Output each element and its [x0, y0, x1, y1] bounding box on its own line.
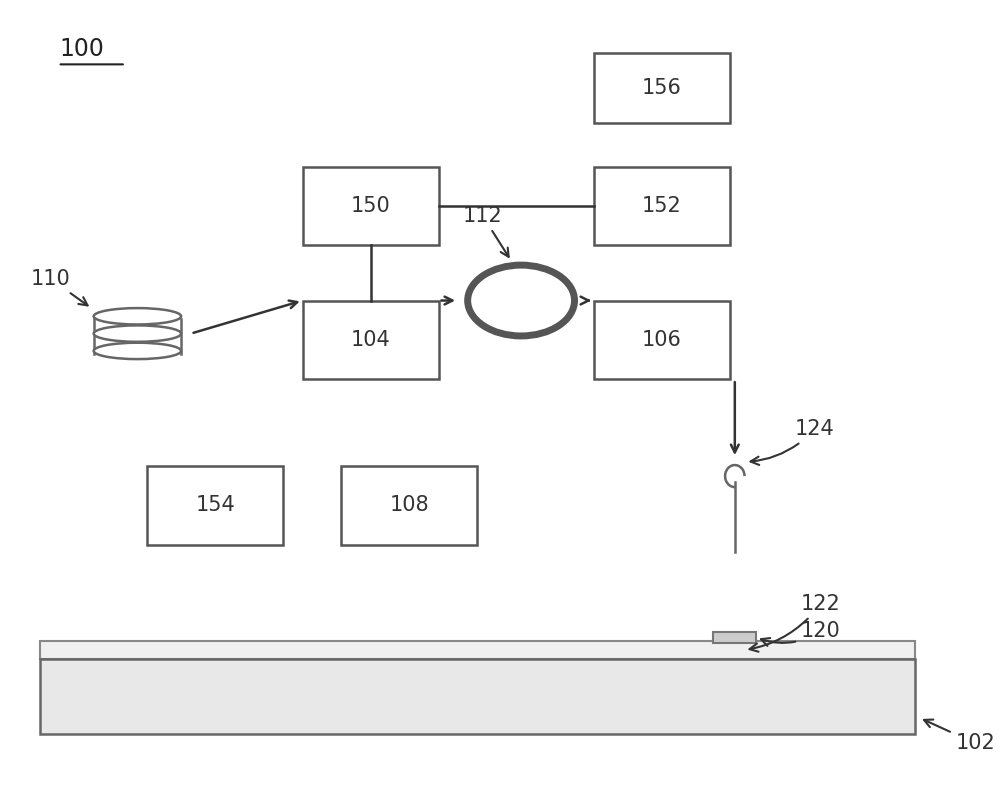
Text: 152: 152 — [642, 196, 682, 216]
FancyBboxPatch shape — [147, 466, 283, 544]
FancyBboxPatch shape — [303, 167, 439, 246]
Text: 124: 124 — [751, 419, 835, 465]
Text: 122: 122 — [750, 594, 841, 652]
FancyBboxPatch shape — [594, 53, 730, 123]
FancyBboxPatch shape — [713, 632, 756, 643]
Ellipse shape — [94, 343, 181, 359]
Text: 150: 150 — [351, 196, 390, 216]
Text: 112: 112 — [463, 206, 509, 257]
Text: 156: 156 — [642, 78, 682, 98]
Text: 120: 120 — [761, 622, 841, 646]
FancyBboxPatch shape — [341, 466, 477, 544]
FancyBboxPatch shape — [594, 167, 730, 246]
FancyBboxPatch shape — [40, 641, 915, 659]
Ellipse shape — [94, 325, 181, 342]
Text: 102: 102 — [924, 720, 995, 753]
Text: 104: 104 — [351, 330, 390, 350]
Text: 106: 106 — [642, 330, 682, 350]
FancyBboxPatch shape — [40, 659, 915, 733]
Text: 108: 108 — [390, 495, 429, 515]
Text: 100: 100 — [60, 36, 105, 61]
FancyBboxPatch shape — [303, 300, 439, 379]
FancyBboxPatch shape — [594, 300, 730, 379]
Ellipse shape — [468, 265, 575, 336]
Text: 154: 154 — [195, 495, 235, 515]
Ellipse shape — [94, 308, 181, 325]
Text: 110: 110 — [31, 269, 88, 306]
